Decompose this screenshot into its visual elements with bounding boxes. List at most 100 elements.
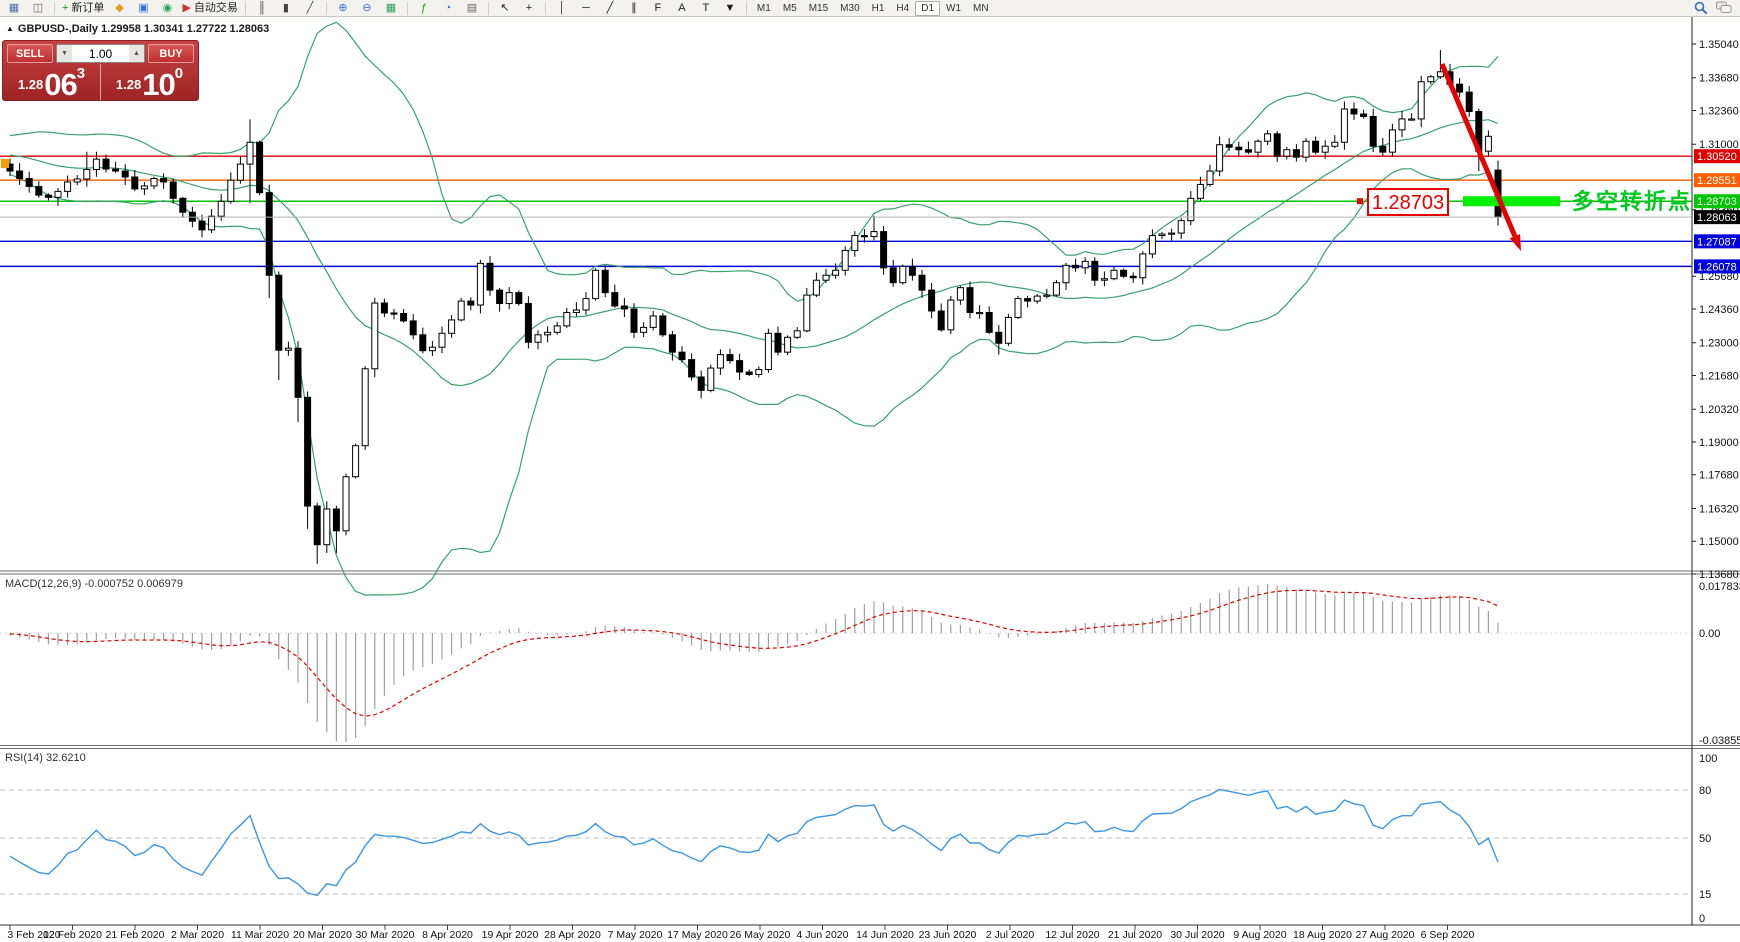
- candle-body: [889, 267, 897, 284]
- timeframe-m5-button[interactable]: M5: [782, 2, 797, 14]
- alerts-button[interactable]: ◆: [107, 0, 131, 17]
- candle-body: [1388, 129, 1396, 153]
- arrows-tool-button[interactable]: ▼: [718, 0, 742, 17]
- volume-increase-button[interactable]: ▲: [129, 45, 144, 62]
- timeframe-w1-button[interactable]: W1: [946, 2, 962, 14]
- candle-body: [390, 312, 398, 315]
- vertical-line-tool-button[interactable]: │: [550, 0, 574, 17]
- bar-chart-mode-button[interactable]: ║: [250, 0, 274, 17]
- search-icon[interactable]: [1694, 1, 1708, 15]
- candle-body: [400, 312, 408, 322]
- new-chart-button[interactable]: ▦: [2, 0, 26, 17]
- candle-body: [1379, 145, 1387, 153]
- timeframe-m15-button[interactable]: M15: [808, 2, 829, 14]
- candle-body: [956, 287, 964, 301]
- svg-text:11 Mar 2020: 11 Mar 2020: [231, 929, 289, 941]
- trend-arrow-line: [1439, 63, 1518, 238]
- candle-body: [841, 249, 849, 271]
- channel-tool-button[interactable]: ∥: [622, 0, 646, 17]
- buy-price: 1.28 10 0: [115, 65, 184, 102]
- candle-body: [1254, 140, 1262, 153]
- autotrading-button[interactable]: ▶ 自动交易: [179, 0, 240, 17]
- autotrading-icon: ▶: [182, 1, 191, 14]
- candle-chart-mode-button[interactable]: ▮: [274, 0, 298, 17]
- candle-body: [1465, 91, 1473, 112]
- terminal-button[interactable]: ▣: [131, 0, 155, 17]
- svg-text:2 Jul 2020: 2 Jul 2020: [986, 929, 1035, 941]
- timeframe-m30-button[interactable]: M30: [840, 2, 860, 14]
- trendline-tool-button[interactable]: ╱: [598, 0, 622, 17]
- sell-button[interactable]: SELL: [7, 44, 53, 63]
- text-tool-button[interactable]: A: [670, 0, 694, 17]
- candle-body: [534, 334, 542, 343]
- svg-text:1.21680: 1.21680: [1699, 370, 1739, 382]
- volume-decrease-button[interactable]: ▼: [57, 45, 72, 62]
- new-order-button[interactable]: + 新订单: [59, 0, 107, 17]
- svg-text:3 Feb 2020: 3 Feb 2020: [7, 929, 60, 941]
- zoom-in-button[interactable]: ⊕: [331, 0, 355, 17]
- candle-body: [1398, 118, 1406, 131]
- periods-button[interactable]: ◔: [436, 0, 460, 17]
- candle-body: [380, 302, 388, 314]
- svg-text:17 May 2020: 17 May 2020: [667, 929, 728, 941]
- candle-body: [649, 315, 657, 328]
- timeframe-d1-button[interactable]: D1: [915, 0, 941, 16]
- svg-text:4 Jun 2020: 4 Jun 2020: [797, 929, 849, 941]
- fibonacci-tool-button[interactable]: F: [646, 0, 670, 17]
- candle-body: [1024, 298, 1032, 302]
- candle-body: [908, 265, 916, 276]
- candle-body: [774, 332, 782, 353]
- toolbar-right: [1694, 1, 1740, 15]
- zoom-out-button[interactable]: ⊖: [355, 0, 379, 17]
- timeframe-mn-button[interactable]: MN: [973, 2, 989, 14]
- candle-body: [476, 262, 484, 306]
- svg-text:21 Feb 2020: 21 Feb 2020: [106, 929, 165, 941]
- candle-body: [870, 231, 878, 238]
- label-tool-button[interactable]: T: [694, 0, 718, 17]
- svg-text:23 Jun 2020: 23 Jun 2020: [919, 929, 977, 941]
- channel-tool-icon: ∥: [631, 1, 637, 14]
- crosshair-button[interactable]: +: [517, 0, 541, 17]
- timeframe-h1-button[interactable]: H1: [871, 2, 885, 14]
- trend-arrow-head: [1509, 234, 1521, 251]
- templates-icon: ▤: [466, 1, 478, 14]
- signals-button[interactable]: ◉: [155, 0, 179, 17]
- candle-body: [1072, 264, 1080, 269]
- candle-body: [1129, 275, 1137, 279]
- buy-button[interactable]: BUY: [148, 44, 194, 63]
- templates-button[interactable]: ▤: [460, 0, 484, 17]
- candle-body: [707, 367, 715, 391]
- candle-body: [505, 292, 513, 305]
- chat-icon[interactable]: [1716, 1, 1732, 15]
- tile-windows-icon: ▦: [385, 1, 397, 14]
- svg-text:1.28703: 1.28703: [1697, 196, 1737, 208]
- indicators-button[interactable]: ƒ: [412, 0, 436, 17]
- candle-body: [486, 262, 494, 291]
- horizontal-line-tool-button[interactable]: ─: [574, 0, 598, 17]
- volume-input[interactable]: 1.00: [88, 46, 113, 61]
- candle-body: [678, 351, 686, 361]
- candle-body: [1360, 113, 1368, 117]
- panel-collapse-icon[interactable]: ▲: [6, 24, 14, 33]
- svg-text:1.31000: 1.31000: [1699, 139, 1739, 151]
- line-chart-mode-button[interactable]: ╱: [298, 0, 322, 17]
- chart-profiles-button[interactable]: ◫: [26, 0, 50, 17]
- candle-body: [467, 300, 475, 306]
- one-click-trade-panel: SELL ▼ 1.00 ▲ BUY 1.28 06 3 1.28 10 0: [2, 40, 199, 101]
- rsi-line: [9, 788, 1499, 897]
- candle-body: [1004, 316, 1012, 344]
- candle-body: [755, 369, 763, 376]
- cursor-button[interactable]: ↖: [493, 0, 517, 17]
- svg-text:-0.038559: -0.038559: [1699, 735, 1740, 747]
- candle-body: [1187, 197, 1195, 222]
- candle-body: [1484, 135, 1492, 152]
- candle-body: [304, 396, 312, 507]
- candle-body: [179, 197, 187, 213]
- timeframe-h4-button[interactable]: H4: [896, 2, 910, 14]
- candle-body: [160, 177, 168, 183]
- sell-price: 1.28 06 3: [3, 64, 101, 100]
- timeframe-m1-button[interactable]: M1: [756, 2, 771, 14]
- main-toolbar: ▦ ◫ + 新订单 ◆ ▣ ◉ ▶ 自动交易 ║ ▮ ╱ ⊕ ⊖ ▦ ƒ ◔ ▤ ↖ + │ ─ ╱ ∥ F A T ▼ M1 M5 M15…: [0, 0, 1740, 17]
- tile-windows-button[interactable]: ▦: [379, 0, 403, 17]
